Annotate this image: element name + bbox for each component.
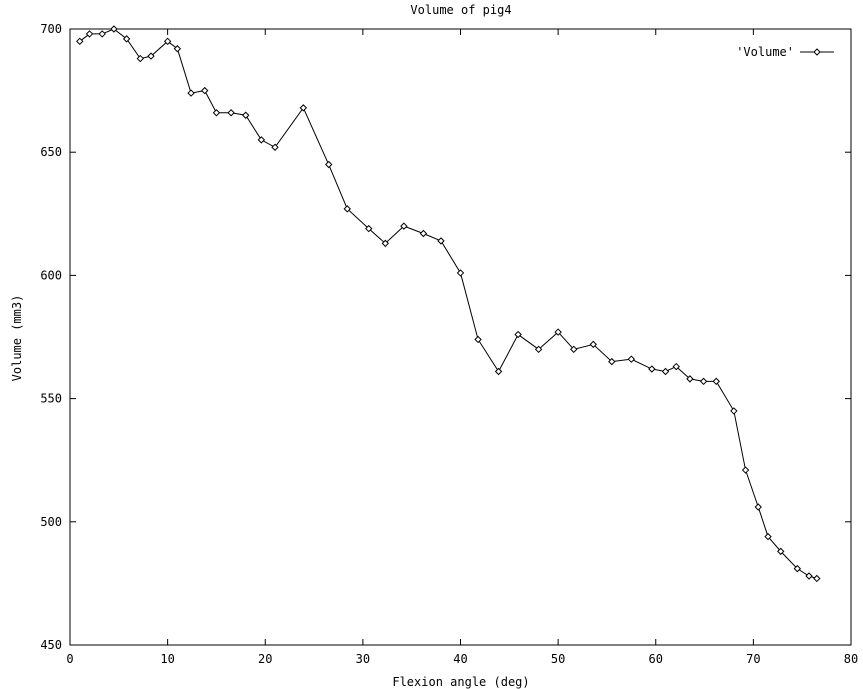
data-point <box>608 357 616 366</box>
data-point <box>793 564 802 573</box>
x-tick-label: 60 <box>649 652 663 666</box>
data-point <box>764 532 772 541</box>
x-tick-label: 30 <box>356 652 370 666</box>
series-line <box>79 28 817 579</box>
data-point <box>534 345 543 354</box>
data-point <box>110 25 118 33</box>
data-point <box>570 345 578 354</box>
data-point <box>712 377 720 386</box>
data-point <box>257 136 266 144</box>
data-point <box>813 574 821 583</box>
y-tick-label: 600 <box>40 268 62 282</box>
data-point <box>212 109 221 117</box>
legend-label: 'Volume' <box>736 45 794 59</box>
y-tick-label: 650 <box>40 145 62 159</box>
y-axis-label: Volume (mm3) <box>10 295 24 382</box>
x-tick-label: 80 <box>844 652 858 666</box>
data-point <box>589 340 597 349</box>
x-tick-label: 70 <box>746 652 760 666</box>
data-point <box>147 52 155 60</box>
data-point <box>98 30 106 38</box>
data-point <box>777 547 785 556</box>
data-point <box>805 572 813 580</box>
data-point <box>730 407 738 415</box>
data-point <box>365 224 373 233</box>
x-axis-label: Flexion angle (deg) <box>392 675 529 689</box>
data-point <box>699 377 708 386</box>
data-point <box>122 35 131 43</box>
x-tick-label: 40 <box>453 652 467 666</box>
data-point <box>686 375 694 383</box>
data-point <box>343 205 351 213</box>
data-point <box>242 111 250 119</box>
x-tick-label: 20 <box>258 652 272 666</box>
data-point <box>494 367 503 376</box>
data-point <box>400 222 408 230</box>
data-point <box>76 37 84 46</box>
data-point <box>381 239 390 248</box>
y-tick-label: 500 <box>40 515 62 529</box>
x-tick-label: 10 <box>160 652 174 666</box>
legend-marker <box>813 48 821 56</box>
data-point <box>474 335 482 344</box>
data-point <box>271 143 279 151</box>
data-point <box>672 362 680 371</box>
data-point <box>419 229 428 238</box>
data-point <box>136 54 144 63</box>
y-tick-label: 700 <box>40 22 62 36</box>
data-point <box>324 160 333 169</box>
data-point <box>661 367 670 376</box>
data-point <box>514 330 522 339</box>
y-tick-label: 550 <box>40 392 62 406</box>
data-point <box>648 365 656 373</box>
data-point <box>627 355 636 363</box>
chart-title: Volume of pig4 <box>410 3 511 17</box>
data-point <box>227 109 235 117</box>
data-point <box>554 328 562 336</box>
data-point <box>201 86 209 95</box>
data-point <box>163 37 172 46</box>
data-point <box>187 89 195 97</box>
data-point <box>741 466 750 474</box>
data-point <box>437 237 445 245</box>
data-point <box>85 30 94 38</box>
data-point <box>754 503 762 511</box>
data-point <box>456 269 465 277</box>
data-point <box>299 104 308 112</box>
legend: 'Volume' <box>736 45 834 59</box>
plot-frame <box>69 28 852 646</box>
data-point <box>173 45 182 53</box>
x-tick-label: 50 <box>551 652 565 666</box>
x-tick-label: 0 <box>66 652 73 666</box>
y-tick-label: 450 <box>40 638 62 652</box>
